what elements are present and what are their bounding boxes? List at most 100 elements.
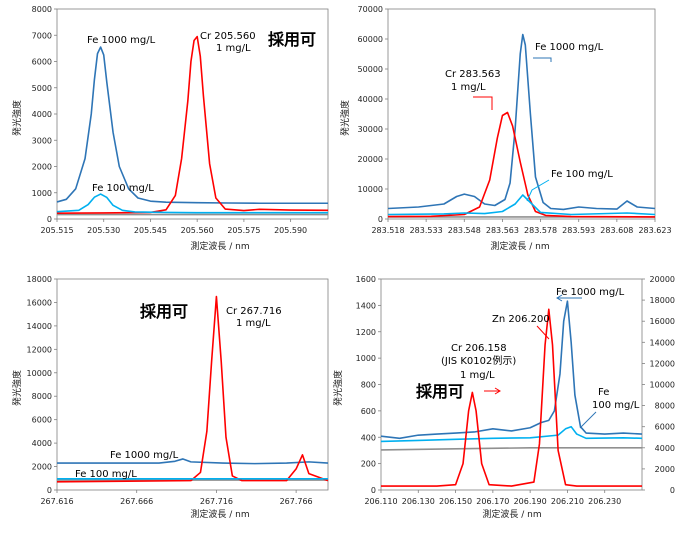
annotation-arrowhead xyxy=(494,387,501,395)
y-axis-label: 発光強度 xyxy=(339,100,351,136)
x-tick-label: 205.575 xyxy=(227,226,260,235)
series-line-2 xyxy=(56,295,329,483)
panels: 010002000300040005000600070008000205.515… xyxy=(11,5,675,520)
chart-panel-1: 0 1000 2000 3000 4000 5000 6000 7000 8000 205.515… xyxy=(11,5,329,252)
x-tick-label: 267.716 xyxy=(200,497,233,506)
y2-tick-label: 20000 xyxy=(650,275,675,284)
y-tick-label: 50000 xyxy=(358,65,383,74)
annotation-label: Cr 283.563 xyxy=(445,69,501,80)
y-tick-label: 3000 xyxy=(32,136,52,145)
y-tick-label: 1000 xyxy=(32,189,52,198)
annotation-label: Fe 100 mg/L xyxy=(551,169,613,180)
y2-tick-label: 8000 xyxy=(655,402,675,411)
x-tick-label: 206.190 xyxy=(514,497,547,506)
x-tick-label: 283.608 xyxy=(600,226,633,235)
annotation-label: 1 mg/L xyxy=(216,43,251,54)
x-tick-label: 267.616 xyxy=(40,497,73,506)
y-tick-label: 800 xyxy=(361,381,376,390)
x-axis-label: 測定波長 / nm xyxy=(482,508,541,520)
series-line-2 xyxy=(56,35,329,215)
x-tick-label: 205.560 xyxy=(181,226,214,235)
x-tick-label: 206.150 xyxy=(439,497,472,506)
y2-tick-label: 10000 xyxy=(650,381,675,390)
y-tick-label: 60000 xyxy=(358,35,383,44)
annotation-leader-4 xyxy=(579,411,597,429)
y-tick-label: 10000 xyxy=(358,185,383,194)
y-tick-label: 1600 xyxy=(356,275,376,284)
series-line-1 xyxy=(387,33,656,211)
y-tick-label: 30000 xyxy=(358,125,383,134)
annotation-label: 1 mg/L xyxy=(236,318,271,329)
y-tick-label: 70000 xyxy=(358,5,383,14)
y-tick-label: 200 xyxy=(361,460,376,469)
x-tick-label: 206.170 xyxy=(476,497,509,506)
y-tick-label: 8000 xyxy=(32,392,52,401)
series-line-1 xyxy=(57,458,329,465)
x-tick-label: 283.623 xyxy=(638,226,671,235)
annotation-label: Zn 206.200 xyxy=(492,314,550,325)
x-axis-label: 測定波長 / nm xyxy=(490,240,549,252)
y-tick-label: 16000 xyxy=(27,298,52,307)
annotation-label: Fe xyxy=(598,387,609,398)
annotation-leader-3 xyxy=(526,179,550,202)
y-tick-label: 2000 xyxy=(32,463,52,472)
y2-tick-label: 2000 xyxy=(655,465,675,474)
series-line-1 xyxy=(56,46,328,205)
y2-tick-label: 0 xyxy=(670,486,675,495)
annotation-label: Fe 1000 mg/L xyxy=(110,450,179,461)
annotation-label: Fe 100 mg/L xyxy=(75,469,137,480)
chart-panel-4: 0200400600800100012001400160002000400060… xyxy=(332,275,675,520)
x-tick-label: 206.110 xyxy=(364,497,397,506)
annotation-label: Cr 206.158 xyxy=(451,343,507,354)
annotation-leader-1 xyxy=(533,57,552,62)
y-tick-label: 6000 xyxy=(32,58,52,67)
y-tick-label: 20000 xyxy=(358,155,383,164)
annotation-leader-2 xyxy=(536,325,550,340)
x-tick-label: 205.515 xyxy=(40,226,73,235)
annotation-label: Fe 1000 mg/L xyxy=(535,42,604,53)
y-tick-label: 12000 xyxy=(27,345,52,354)
series-line-2 xyxy=(387,111,656,218)
series-line-3 xyxy=(56,193,328,214)
y-tick-label: 2000 xyxy=(32,163,52,172)
x-tick-label: 283.518 xyxy=(371,226,404,235)
y2-tick-label: 12000 xyxy=(650,359,675,368)
y-tick-label: 18000 xyxy=(27,275,52,284)
annotation-label: Fe 1000 mg/L xyxy=(87,35,156,46)
x-tick-label: 267.666 xyxy=(120,497,153,506)
annotation-label: 採用可 xyxy=(268,30,316,49)
y-tick-label: 0 xyxy=(47,486,52,495)
y2-tick-label: 14000 xyxy=(650,338,675,347)
annotation-label: 1 mg/L xyxy=(451,82,486,93)
x-tick-label: 283.548 xyxy=(448,226,481,235)
y-tick-label: 10000 xyxy=(27,369,52,378)
y2-tick-label: 18000 xyxy=(650,296,675,305)
chart-panel-2: 0 10000 20000 30000 40000 50000 60000 70000 283.… xyxy=(339,5,672,252)
x-tick-label: 205.545 xyxy=(134,226,167,235)
series-line-2 xyxy=(380,425,643,443)
y2-tick-label: 16000 xyxy=(650,317,675,326)
x-tick-label: 267.766 xyxy=(280,497,313,506)
y-tick-label: 0 xyxy=(371,486,376,495)
annotation-label: Fe 100 mg/L xyxy=(92,183,154,194)
y-axis-label: 発光強度 xyxy=(11,100,23,136)
x-tick-label: 206.210 xyxy=(551,497,584,506)
y-tick-label: 7000 xyxy=(32,31,52,40)
plot-area-frame xyxy=(387,8,656,220)
annotation-label: (JIS K0102例示) xyxy=(441,354,516,367)
x-tick-label: 206.130 xyxy=(402,497,435,506)
y-tick-label: 0 xyxy=(378,215,383,224)
y-tick-label: 0 xyxy=(47,215,52,224)
series-line-3 xyxy=(387,194,656,216)
annotation-arrowhead xyxy=(556,294,563,302)
x-tick-label: 205.590 xyxy=(274,226,307,235)
series-line-4 xyxy=(381,308,642,487)
y-axis-label: 発光強度 xyxy=(11,370,23,406)
x-tick-label: 283.533 xyxy=(410,226,443,235)
annotation-label: Cr 267.716 xyxy=(226,306,282,317)
y-tick-label: 4000 xyxy=(32,110,52,119)
y-tick-label: 4000 xyxy=(32,439,52,448)
x-tick-label: 283.563 xyxy=(486,226,519,235)
